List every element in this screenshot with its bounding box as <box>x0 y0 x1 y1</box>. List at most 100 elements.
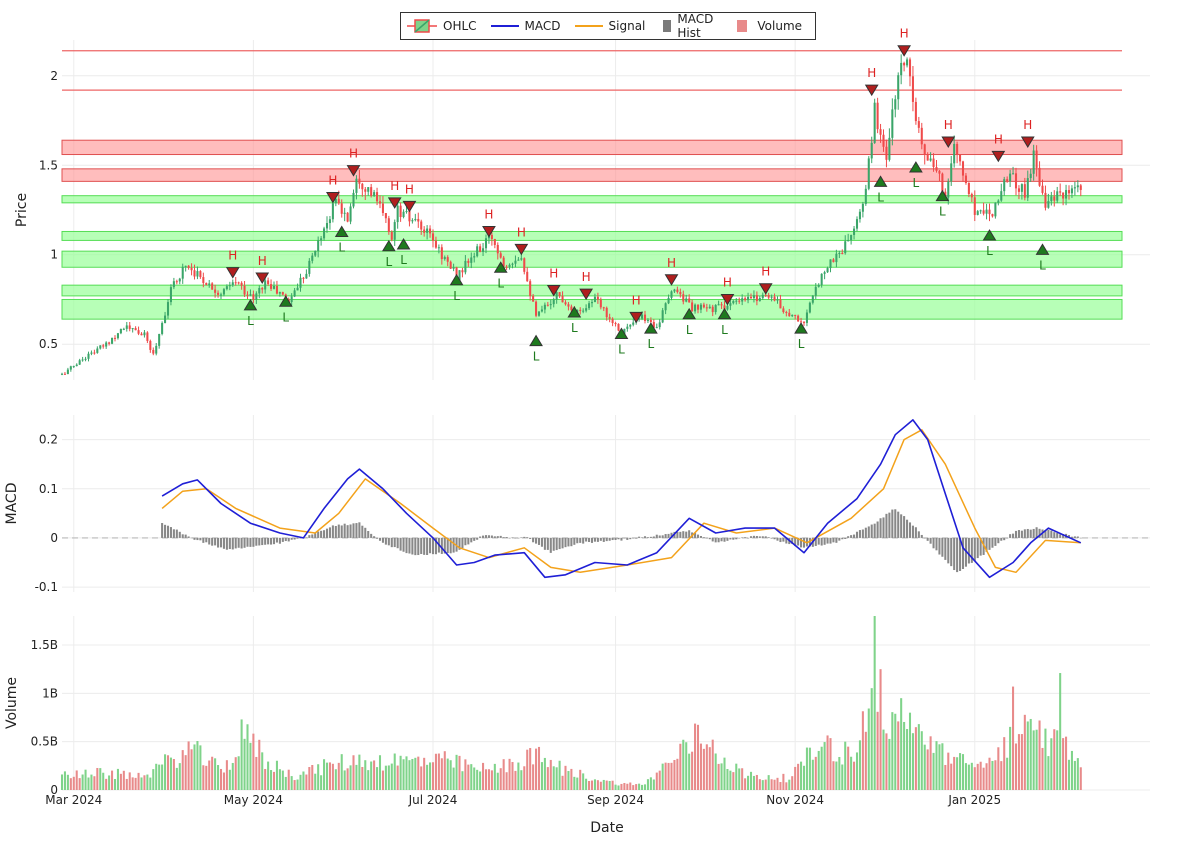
macd-hist-bar <box>373 536 376 538</box>
volume-bar <box>484 769 488 790</box>
macd-hist-bar <box>844 537 847 539</box>
support-zone <box>61 284 1123 297</box>
candle-body <box>346 212 349 222</box>
volume-bar <box>738 768 741 790</box>
candle-body <box>231 282 234 286</box>
volume-legend-icon <box>737 20 748 32</box>
candle-body <box>222 289 225 295</box>
volume-bar <box>393 753 396 790</box>
volume-bar <box>864 731 867 790</box>
macd-hist-bar <box>570 537 573 547</box>
candle-body <box>81 359 84 361</box>
macd-hist-bar <box>287 537 290 542</box>
candle-body <box>299 277 302 288</box>
swing-high-label: H <box>549 267 558 281</box>
macd-hist-bar <box>252 537 255 547</box>
candle-body <box>396 205 399 223</box>
candle-body <box>652 322 655 328</box>
candle-body <box>402 211 405 218</box>
volume-bar <box>81 774 84 790</box>
macd-hist-bar <box>714 537 717 543</box>
candle-body <box>590 302 594 304</box>
volume-bar <box>953 756 956 790</box>
macd-hist-bar <box>420 537 423 555</box>
macd-hist-bar <box>214 537 217 546</box>
swing-high-marker <box>402 200 417 213</box>
candle-body <box>676 289 679 293</box>
macd-hist-bar <box>190 537 193 539</box>
macd-hist-bar <box>1014 530 1018 538</box>
volume-bar <box>181 750 184 790</box>
swing-low-marker <box>935 189 950 202</box>
volume-bar <box>808 747 811 790</box>
candle-body <box>96 348 99 353</box>
macd-hist-bar <box>161 523 164 538</box>
volume-bar <box>443 751 446 790</box>
macd-hist-bar <box>314 533 317 538</box>
volume-bar <box>487 769 490 790</box>
macd-hist-bar <box>661 535 664 538</box>
candle-body <box>1026 178 1029 198</box>
swing-low-marker <box>614 327 629 339</box>
volume-bar <box>779 782 782 790</box>
candle-body <box>337 198 340 204</box>
legend-item-macd[interactable]: MACD <box>490 18 561 34</box>
swing-high-marker <box>991 150 1006 163</box>
volume-bar <box>747 775 750 790</box>
volume-bar <box>817 750 820 790</box>
legend-item-volume[interactable]: Volume <box>733 18 802 34</box>
volume-bar <box>431 762 435 790</box>
volume-bar <box>96 767 99 790</box>
candle-body <box>152 349 155 354</box>
macd-hist-bar <box>611 537 614 541</box>
macd-hist-bar <box>861 529 864 538</box>
macd-hist-bar <box>643 536 647 538</box>
macd-hist-bar <box>573 537 576 545</box>
candle-body <box>599 299 602 308</box>
volume-bar <box>932 752 935 790</box>
macd-hist-bar <box>735 537 738 540</box>
macd-hist-bar <box>231 537 234 550</box>
candle-body <box>873 102 876 143</box>
macd-hist-bar <box>378 537 382 541</box>
macd-hist-bar <box>1000 537 1003 541</box>
volume-bar <box>744 778 747 790</box>
volume-bar <box>555 767 558 790</box>
macd-hist-bar <box>882 517 885 538</box>
volume-bar <box>323 759 326 790</box>
candle-body <box>275 285 278 294</box>
volume-bar <box>131 777 134 790</box>
volume-bar <box>1000 761 1003 790</box>
candle-body <box>923 144 926 155</box>
macd-hist-bar <box>208 537 211 545</box>
macd-hist-bar <box>320 530 323 538</box>
candle-body <box>211 283 214 290</box>
macd-hist-bar <box>505 537 508 538</box>
volume-bar <box>702 748 705 790</box>
candle-body <box>947 181 950 198</box>
volume-bar <box>261 752 264 790</box>
swing-high-marker <box>1020 136 1035 148</box>
candle-body <box>738 300 741 302</box>
candle-body <box>964 175 967 183</box>
macd-hist-bar <box>829 537 832 544</box>
legend-item-hist[interactable]: MACD Hist <box>659 12 719 40</box>
candle-body <box>60 373 64 375</box>
candle-body <box>1079 185 1082 190</box>
volume-bar <box>128 772 131 790</box>
macd-hist-bar <box>290 537 293 540</box>
candle-body <box>1035 150 1038 168</box>
macd-hist-bar <box>452 537 455 553</box>
macd-hist-bar <box>275 537 278 543</box>
volume-tick-label: 1B <box>42 686 58 700</box>
legend-item-ohlc[interactable]: OHLC <box>407 18 477 34</box>
legend-item-signal[interactable]: Signal <box>574 18 645 34</box>
macd-hist-bar <box>1003 537 1006 541</box>
candle-body <box>632 322 635 325</box>
candle-body <box>626 326 629 329</box>
volume-bar <box>711 739 714 790</box>
macd-hist-bar <box>317 531 320 538</box>
candle-body <box>941 173 944 192</box>
macd-hist-bar <box>429 537 432 554</box>
candle-body <box>302 277 305 279</box>
